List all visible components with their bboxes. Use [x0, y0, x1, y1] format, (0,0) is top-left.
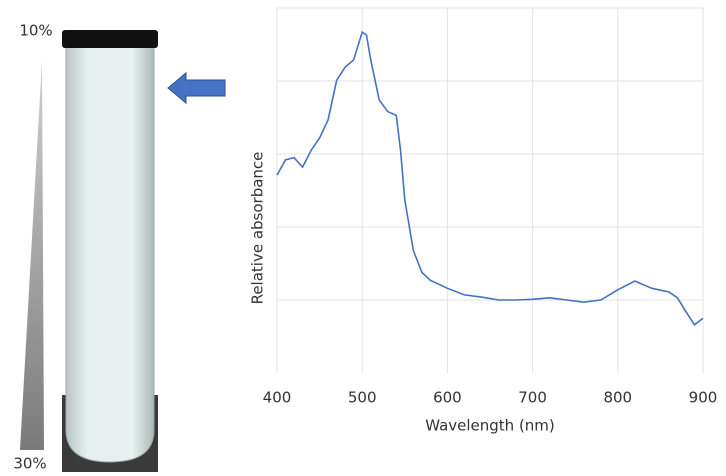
- x-tick-label: 700: [518, 389, 547, 407]
- x-tick-label: 800: [603, 389, 632, 407]
- gradient-wedge: [20, 60, 44, 450]
- x-tick-label: 500: [348, 389, 377, 407]
- photo: 10% 30%: [13, 22, 226, 473]
- tube-band: [62, 30, 158, 48]
- x-tick-label: 900: [689, 389, 718, 407]
- arrow: [167, 71, 226, 105]
- y-axis-label: Relative absorbance: [249, 152, 267, 305]
- plot: 400 500 600 700 800 900: [263, 7, 718, 407]
- annotation: 10%: [19, 22, 52, 40]
- x-tick-label: 400: [263, 389, 292, 407]
- data-line: [276, 30, 704, 326]
- x-tick-label: 600: [433, 389, 462, 407]
- test-tube: [65, 39, 155, 463]
- annotation: 30%: [13, 455, 46, 473]
- x-axis-label: Wavelength (nm): [425, 417, 555, 435]
